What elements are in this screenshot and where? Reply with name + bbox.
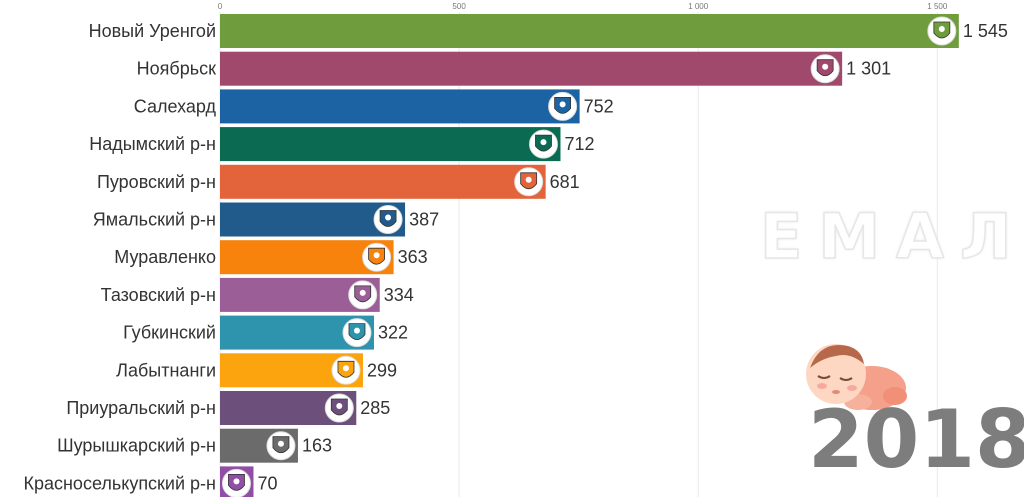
- bar-row: Пуровский р-н 681: [97, 164, 580, 199]
- value-label: 681: [550, 172, 580, 192]
- category-label: Салехард: [134, 96, 217, 116]
- value-label: 334: [384, 285, 414, 305]
- yamalsky-district-emblem-icon: [373, 205, 403, 234]
- category-label: Надымский р-н: [89, 134, 216, 154]
- bars: Новый Уренгой 1 545 Ноябрьск 1 301 Салехард 7…: [23, 14, 1008, 497]
- value-label: 322: [378, 323, 408, 343]
- value-label: 285: [360, 398, 390, 418]
- noyabrsk-emblem-icon: [810, 54, 840, 84]
- purovsky-district-emblem-icon: [514, 167, 544, 197]
- x-tick-label: 0: [218, 2, 223, 11]
- bar-row: Губкинский 322: [123, 315, 408, 350]
- category-label: Тазовский р-н: [101, 285, 216, 305]
- tazovsky-district-emblem-icon: [348, 280, 378, 310]
- category-label: Пуровский р-н: [97, 172, 216, 192]
- bar-row: Ноябрьск 1 301: [137, 51, 891, 86]
- value-label: 1 301: [846, 59, 891, 79]
- bar-row: Шурышкарский р-н 163: [57, 428, 332, 463]
- labytnangi-emblem-icon: [331, 355, 361, 385]
- bar: [220, 51, 843, 86]
- x-tick-label: 500: [452, 2, 466, 11]
- x-tick-label: 1 000: [688, 2, 709, 11]
- value-label: 712: [564, 134, 594, 154]
- category-label: Ноябрьск: [137, 59, 216, 79]
- bar-row: Ямальский р-н 387: [93, 202, 439, 237]
- bar-row: Лабытнанги 299: [116, 353, 397, 388]
- priuralsky-district-emblem-icon: [324, 393, 354, 423]
- value-label: 70: [257, 473, 277, 493]
- category-label: Шурышкарский р-н: [57, 436, 216, 456]
- value-label: 363: [398, 247, 428, 267]
- x-tick-label: 1 500: [927, 2, 948, 11]
- category-label: Приуральский р-н: [66, 398, 216, 418]
- value-label: 299: [367, 360, 397, 380]
- category-label: Лабытнанги: [116, 360, 216, 380]
- value-label: 1 545: [963, 21, 1008, 41]
- novy-urengoy-emblem-icon: [927, 16, 957, 46]
- x-axis-ticks: 0 500 1 000 1 500: [218, 2, 948, 11]
- gubkinsky-emblem-icon: [342, 318, 372, 348]
- year-label: 2018: [808, 393, 1024, 486]
- bar-row: Приуральский р-н 285: [66, 391, 390, 425]
- nadym-district-emblem-icon: [528, 129, 558, 159]
- watermark-text: ЕМАЛ: [759, 199, 1024, 274]
- bar-row: Красноселькупский р-н 70: [23, 466, 278, 497]
- value-label: 387: [409, 210, 439, 230]
- bar-row: Новый Уренгой 1 545: [89, 14, 1008, 48]
- bar: [220, 127, 561, 162]
- salekhard-emblem-icon: [548, 91, 578, 121]
- category-label: Муравленко: [114, 247, 216, 267]
- category-label: Ямальский р-н: [93, 210, 216, 230]
- bar: [220, 14, 959, 48]
- bar: [220, 89, 580, 124]
- bar: [220, 164, 546, 199]
- bar-row: Тазовский р-н 334: [101, 277, 414, 312]
- krasnoselkupsky-district-emblem-icon: [221, 468, 251, 497]
- bar-row: Муравленко 363: [114, 240, 428, 275]
- category-label: Новый Уренгой: [89, 21, 216, 41]
- sleeping-baby-icon: [806, 344, 907, 410]
- muravlenko-emblem-icon: [362, 242, 392, 272]
- category-label: Губкинский: [123, 323, 216, 343]
- bar-row: Салехард 752: [134, 89, 614, 124]
- bar-row: Надымский р-н 712: [89, 127, 595, 162]
- shuryshkarsky-district-emblem-icon: [266, 431, 296, 461]
- value-label: 752: [584, 96, 614, 116]
- value-label: 163: [302, 436, 332, 456]
- category-label: Красноселькупский р-н: [23, 473, 216, 493]
